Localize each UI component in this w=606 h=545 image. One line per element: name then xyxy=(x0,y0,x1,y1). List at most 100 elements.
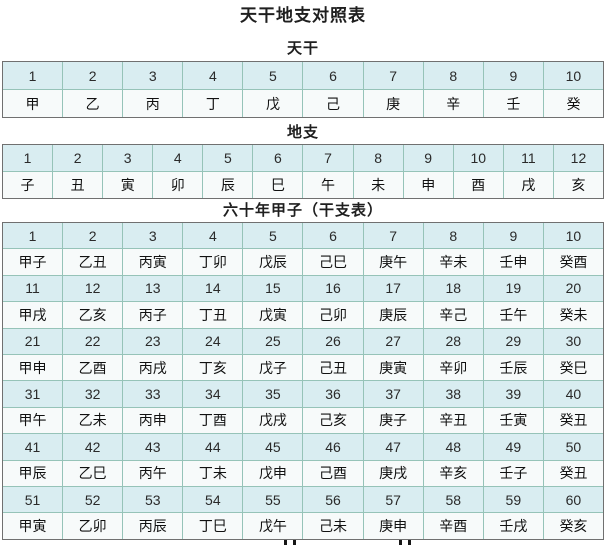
sexagenary-index-cell: 5 xyxy=(243,223,303,249)
stems-index-cell: 1 xyxy=(3,62,63,89)
stems-char-cell: 己 xyxy=(303,90,363,117)
sexagenary-index-cell: 53 xyxy=(123,486,183,513)
sexagenary-char-cell: 庚寅 xyxy=(363,354,423,381)
stems-index-cell: 3 xyxy=(123,62,183,89)
branches-index-cell: 5 xyxy=(203,145,253,171)
branches-char-cell: 寅 xyxy=(103,172,153,198)
sexagenary-char-cell: 癸巳 xyxy=(543,354,603,381)
sexagenary-char-cell: 戊申 xyxy=(243,460,303,486)
sexagenary-index-cell: 31 xyxy=(3,381,63,407)
stems-index-cell: 6 xyxy=(303,62,363,89)
branches-index-cell: 3 xyxy=(103,145,153,171)
sexagenary-index-cell: 12 xyxy=(63,275,123,302)
stems-char-cell: 庚 xyxy=(363,90,423,117)
sexagenary-index-cell: 55 xyxy=(243,486,303,513)
sexagenary-index-cell: 29 xyxy=(483,328,543,354)
stems-index-cell: 8 xyxy=(423,62,483,89)
cutoff-text-fragment xyxy=(293,540,296,545)
sexagenary-char-cell: 壬寅 xyxy=(483,407,543,434)
sexagenary-index-cell: 59 xyxy=(483,486,543,513)
sexagenary-index-cell: 18 xyxy=(423,275,483,302)
sexagenary-index-cell: 32 xyxy=(63,381,123,407)
sexagenary-char-cell: 乙卯 xyxy=(63,513,123,539)
branches-char-cell: 戌 xyxy=(503,172,553,198)
stems-index-cell: 4 xyxy=(183,62,243,89)
sexagenary-index-cell: 16 xyxy=(303,275,363,302)
sexagenary-char-cell: 丁丑 xyxy=(183,302,243,328)
sexagenary-index-cell: 26 xyxy=(303,328,363,354)
heavenly-stems-table: 1 2 3 4 5 6 7 8 9 10 甲乙丙丁戊己庚辛壬癸 xyxy=(2,61,604,118)
sexagenary-char-cell: 庚辰 xyxy=(363,302,423,328)
sexagenary-index-cell: 10 xyxy=(543,223,603,249)
branches-index-cell: 11 xyxy=(503,145,553,171)
sexagenary-char-cell: 丁亥 xyxy=(183,354,243,381)
sexagenary-char-cell: 戊子 xyxy=(243,354,303,381)
sexagenary-char-cell: 己丑 xyxy=(303,354,363,381)
sexagenary-char-cell: 丙戌 xyxy=(123,354,183,381)
earthly-branches-table: 1 2 3 4 5 6 7 8 9 10 11 12 子丑寅卯辰巳午未申酉戌亥 xyxy=(2,144,604,199)
sexagenary-char-cell: 庚午 xyxy=(363,249,423,275)
branches-index-cell: 1 xyxy=(3,145,53,171)
sexagenary-char-cell: 丙寅 xyxy=(123,249,183,275)
heading-earthly-branches: 地支 xyxy=(286,124,319,141)
sexagenary-char-cell: 丁卯 xyxy=(183,249,243,275)
sexagenary-index-cell: 33 xyxy=(123,381,183,407)
branches-char-cell: 未 xyxy=(353,172,403,198)
sexagenary-index-cell: 7 xyxy=(363,223,423,249)
sexagenary-char-cell: 丁酉 xyxy=(183,407,243,434)
sexagenary-char-cell: 戊午 xyxy=(243,513,303,539)
stems-char-cell: 丁 xyxy=(183,90,243,117)
branches-char-cell: 亥 xyxy=(553,172,603,198)
sexagenary-index-cell: 51 xyxy=(3,486,63,513)
branches-index-cell: 12 xyxy=(553,145,603,171)
sexagenary-index-cell: 38 xyxy=(423,381,483,407)
sexagenary-char-cell: 壬戌 xyxy=(483,513,543,539)
sexagenary-index-cell: 54 xyxy=(183,486,243,513)
sexagenary-char-cell: 辛未 xyxy=(423,249,483,275)
sexagenary-index-cell: 23 xyxy=(123,328,183,354)
sexagenary-index-cell: 44 xyxy=(183,434,243,460)
sexagenary-char-cell: 甲午 xyxy=(3,407,63,434)
branches-index-cell: 9 xyxy=(403,145,453,171)
sexagenary-char-cell: 乙未 xyxy=(63,407,123,434)
branches-char-cell: 午 xyxy=(303,172,353,198)
sexagenary-char-cell: 癸亥 xyxy=(543,513,603,539)
stems-index-cell: 7 xyxy=(363,62,423,89)
sexagenary-char-cell: 丙子 xyxy=(123,302,183,328)
sexagenary-index-cell: 19 xyxy=(483,275,543,302)
sexagenary-index-cell: 46 xyxy=(303,434,363,460)
sexagenary-char-cell: 丙申 xyxy=(123,407,183,434)
sexagenary-cycle-table: 1 2 3 4 5 6 7 8 9 10 甲子 乙丑 丙寅 丁卯 戊辰 己巳 庚午 辛未 壬申 癸酉 11 12 13 14 1… xyxy=(2,222,604,540)
sexagenary-char-cell: 己亥 xyxy=(303,407,363,434)
branches-index-cell: 6 xyxy=(253,145,303,171)
sexagenary-char-cell: 丁未 xyxy=(183,460,243,486)
sexagenary-char-cell: 乙巳 xyxy=(63,460,123,486)
sexagenary-char-cell: 甲寅 xyxy=(3,513,63,539)
sexagenary-index-cell: 48 xyxy=(423,434,483,460)
stems-index-cell: 9 xyxy=(483,62,543,89)
stems-char-cell: 辛 xyxy=(423,90,483,117)
sexagenary-char-cell: 庚戌 xyxy=(363,460,423,486)
sexagenary-char-cell: 乙丑 xyxy=(63,249,123,275)
sexagenary-char-cell: 丙辰 xyxy=(123,513,183,539)
sexagenary-index-cell: 45 xyxy=(243,434,303,460)
sexagenary-char-cell: 甲申 xyxy=(3,354,63,381)
sexagenary-index-cell: 40 xyxy=(543,381,603,407)
sexagenary-char-cell: 辛卯 xyxy=(423,354,483,381)
page-title: 天干地支对照表 xyxy=(240,6,366,25)
sexagenary-char-cell: 壬子 xyxy=(483,460,543,486)
sexagenary-char-cell: 壬午 xyxy=(483,302,543,328)
heading-heavenly-stems: 天干 xyxy=(286,40,319,57)
stems-char-cell: 癸 xyxy=(543,90,603,117)
stems-char-cell: 丙 xyxy=(123,90,183,117)
stems-index-cell: 5 xyxy=(243,62,303,89)
sexagenary-index-cell: 1 xyxy=(3,223,63,249)
branches-char-cell: 申 xyxy=(403,172,453,198)
stems-char-cell: 乙 xyxy=(63,90,123,117)
sexagenary-index-cell: 3 xyxy=(123,223,183,249)
branches-index-cell: 2 xyxy=(53,145,103,171)
branches-char-cell: 丑 xyxy=(53,172,103,198)
stems-char-cell: 戊 xyxy=(243,90,303,117)
sexagenary-char-cell: 辛己 xyxy=(423,302,483,328)
sexagenary-index-cell: 56 xyxy=(303,486,363,513)
